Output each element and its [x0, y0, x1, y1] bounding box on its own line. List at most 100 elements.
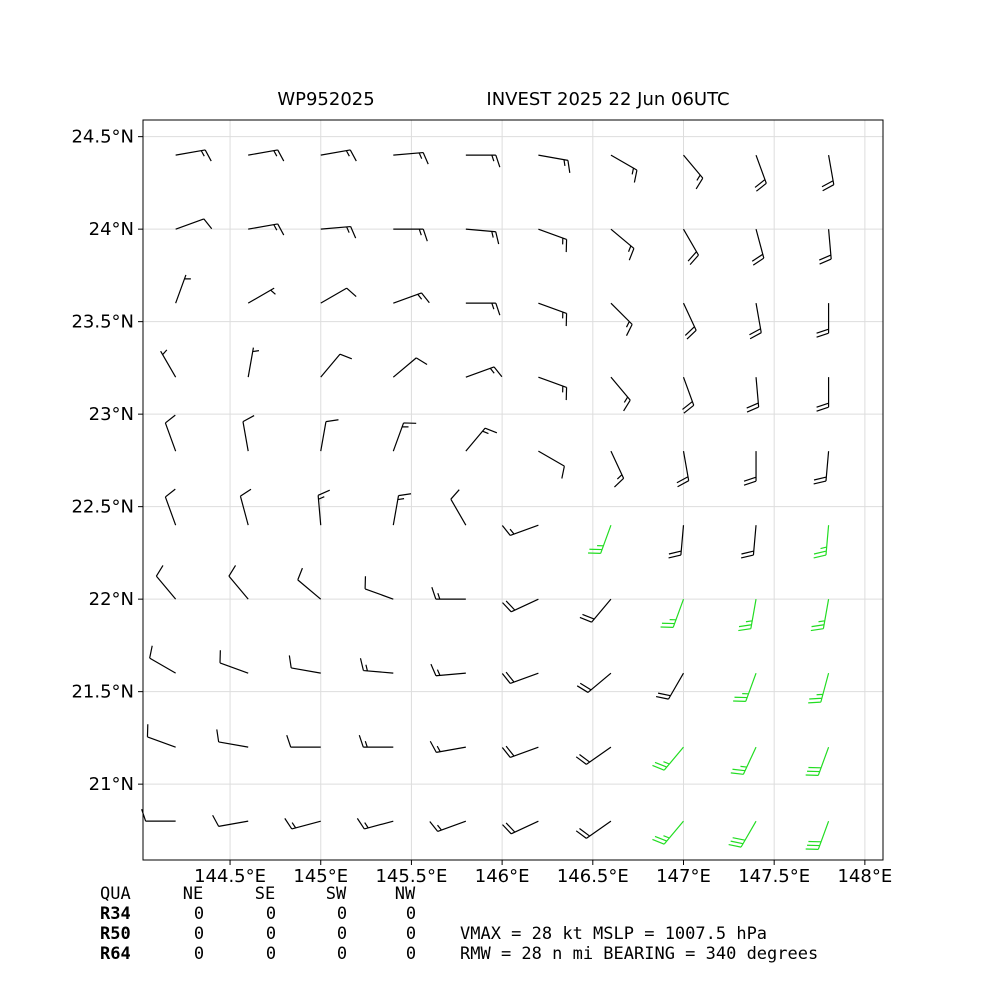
wind-barb: [730, 746, 757, 775]
wind-barb: [465, 228, 500, 245]
x-tick-label: 146.5°E: [557, 866, 629, 887]
wind-barb: [320, 287, 357, 304]
wind-barb: [501, 745, 539, 758]
radii-value: 0: [194, 944, 204, 964]
wind-barb: [805, 820, 830, 850]
wind-barb: [356, 818, 394, 830]
wind-barb: [429, 820, 467, 832]
wind-barb: [733, 672, 757, 702]
wind-barb: [746, 377, 760, 413]
wind-barb: [320, 149, 357, 162]
wind-barb: [393, 292, 430, 304]
radii-value: 0: [266, 924, 276, 944]
wind-barb: [242, 415, 255, 452]
radii-quadrant: SW: [326, 884, 347, 904]
wind-barb: [430, 663, 466, 677]
wind-barb: [579, 598, 612, 623]
wind-barb: [743, 451, 757, 486]
wind-barb: [754, 154, 767, 192]
wind-barb: [676, 451, 690, 488]
wind-barb: [538, 450, 565, 479]
wind-barb: [819, 229, 832, 265]
wind-barb: [288, 655, 321, 674]
radii-value: 0: [194, 924, 204, 944]
wind-barb: [175, 149, 212, 162]
x-tick-label: 146°E: [475, 866, 530, 887]
radii-quadrant: NW: [395, 884, 416, 904]
wind-barb: [141, 808, 176, 822]
wind-barb: [660, 598, 685, 628]
y-tick-label: 21°N: [89, 774, 134, 795]
wind-barb: [808, 672, 830, 704]
annotation: RMW = 28 n mi BEARING = 340 degrees: [460, 944, 818, 964]
wind-barb: [450, 489, 467, 526]
wind-barb: [816, 377, 830, 412]
wind-barb: [284, 818, 321, 830]
wind-barb: [502, 820, 539, 835]
wind-barb: [538, 302, 568, 327]
wind-barb: [816, 303, 830, 338]
y-tick-label: 23°N: [89, 404, 134, 425]
radii-value: 0: [337, 944, 347, 964]
wind-barb: [465, 302, 501, 316]
wind-barb: [610, 228, 635, 261]
wind-barb: [813, 525, 830, 559]
wind-barb: [740, 525, 757, 559]
y-tick-label: 23.5°N: [71, 312, 134, 333]
wind-barb: [682, 228, 700, 265]
wind-barb: [149, 645, 176, 674]
wind-barb: [320, 419, 339, 452]
wind-barb: [738, 599, 757, 632]
x-tick-label: 144.5°E: [194, 866, 266, 887]
radii-value: 0: [194, 904, 204, 924]
y-tick-label: 24.5°N: [71, 127, 134, 148]
y-tick-label: 22.5°N: [71, 497, 134, 518]
wind-barb: [805, 746, 830, 776]
wind-barb: [588, 524, 612, 554]
wind-barb: [239, 488, 252, 526]
wind-barb: [668, 525, 685, 559]
wind-barb: [502, 598, 539, 613]
wind-barb: [212, 814, 249, 827]
radii-value: 0: [337, 924, 347, 944]
annotation: VMAX = 28 kt MSLP = 1007.5 hPa: [460, 924, 767, 944]
wind-barb: [320, 225, 357, 239]
x-tick-label: 148°E: [837, 866, 892, 887]
radii-value: 0: [337, 904, 347, 924]
wind-barb: [682, 302, 697, 340]
y-tick-label: 21.5°N: [71, 682, 134, 703]
wind-barb: [160, 349, 177, 378]
wind-barb: [393, 151, 429, 165]
wind-barb: [228, 565, 249, 600]
wind-barb: [683, 154, 704, 190]
wind-barb: [175, 274, 191, 304]
wind-barb: [175, 218, 213, 230]
wind-barb: [576, 672, 612, 693]
wind-barb: [465, 366, 503, 378]
wind-barb: [358, 734, 394, 748]
wind-barb: [655, 672, 685, 700]
wind-barb: [575, 746, 612, 765]
wind-barb: [317, 489, 330, 526]
wind-barb: [146, 724, 176, 748]
wind-barb: [652, 820, 684, 845]
wind-barb: [219, 650, 249, 674]
wind-barb: [813, 451, 830, 485]
radii-header: QUA: [100, 884, 131, 904]
wind-barb: [821, 155, 835, 192]
wind-barb: [728, 820, 757, 848]
radii-value: 0: [266, 904, 276, 924]
wind-barb: [164, 488, 177, 526]
wind-barb: [610, 302, 633, 336]
wind-barb: [297, 567, 322, 600]
radii-quadrant: SE: [255, 884, 275, 904]
wind-barb: [248, 149, 285, 162]
radii-value: 0: [266, 944, 276, 964]
radii-value: 0: [406, 904, 416, 924]
wind-barb: [749, 303, 762, 340]
radii-row-name: R34: [100, 904, 131, 924]
wind-barb: [286, 734, 321, 748]
x-tick-label: 147.5°E: [738, 866, 810, 887]
x-tick-label: 145°E: [293, 866, 348, 887]
